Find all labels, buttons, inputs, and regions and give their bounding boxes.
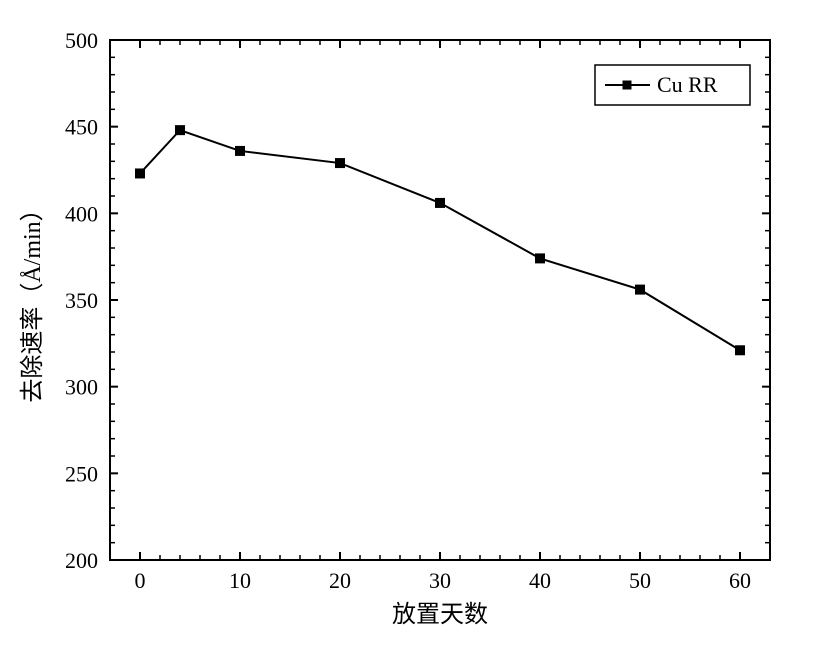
line-chart: 0 10 20 30 40 50 60 200 250 300 350 400 450 500 放置天数 去除…	[0, 0, 817, 661]
y-tick-label: 300	[65, 375, 98, 400]
x-tick-label: 20	[329, 568, 351, 593]
legend-label: Cu RR	[657, 72, 718, 97]
data-point-marker	[536, 254, 545, 263]
chart-container: 0 10 20 30 40 50 60 200 250 300 350 400 450 500 放置天数 去除…	[0, 0, 817, 661]
data-point-marker	[636, 285, 645, 294]
series-line	[140, 130, 740, 350]
x-tick-label: 0	[135, 568, 146, 593]
data-point-marker	[336, 159, 345, 168]
data-point-marker	[236, 146, 245, 155]
plot-frame	[110, 40, 770, 560]
x-axis-label: 放置天数	[392, 601, 488, 628]
y-axis-label: 去除速率（Å/min）	[19, 197, 46, 402]
x-tick-label: 10	[229, 568, 251, 593]
x-tick-label: 60	[729, 568, 751, 593]
x-tick-label: 50	[629, 568, 651, 593]
y-tick-label: 450	[65, 115, 98, 140]
data-point-marker	[736, 346, 745, 355]
x-tick-label: 30	[429, 568, 451, 593]
y-tick-label: 500	[65, 28, 98, 53]
y-tick-label: 350	[65, 288, 98, 313]
data-point-marker	[436, 198, 445, 207]
legend-marker	[623, 81, 632, 90]
data-point-marker	[176, 126, 185, 135]
x-tick-label: 40	[529, 568, 551, 593]
y-tick-label: 400	[65, 201, 98, 226]
data-point-marker	[136, 169, 145, 178]
y-tick-label: 200	[65, 548, 98, 573]
y-tick-label: 250	[65, 461, 98, 486]
